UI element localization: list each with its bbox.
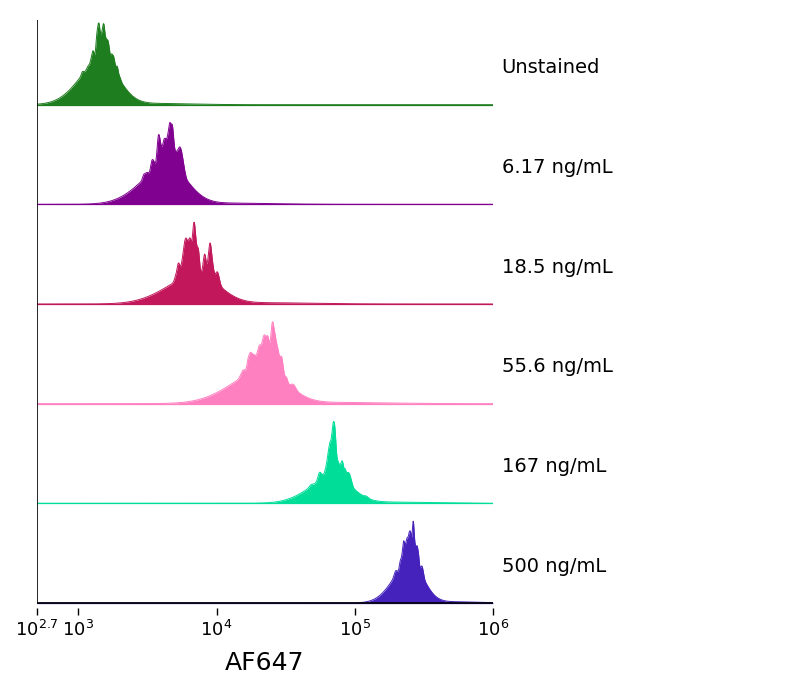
Text: 55.6 ng/mL: 55.6 ng/mL	[502, 357, 612, 377]
Text: 167 ng/mL: 167 ng/mL	[502, 457, 606, 476]
Text: 6.17 ng/mL: 6.17 ng/mL	[502, 158, 612, 177]
Text: Unstained: Unstained	[502, 59, 600, 77]
Text: 500 ng/mL: 500 ng/mL	[502, 557, 606, 575]
Text: 18.5 ng/mL: 18.5 ng/mL	[502, 258, 612, 277]
X-axis label: AF647: AF647	[225, 651, 305, 675]
